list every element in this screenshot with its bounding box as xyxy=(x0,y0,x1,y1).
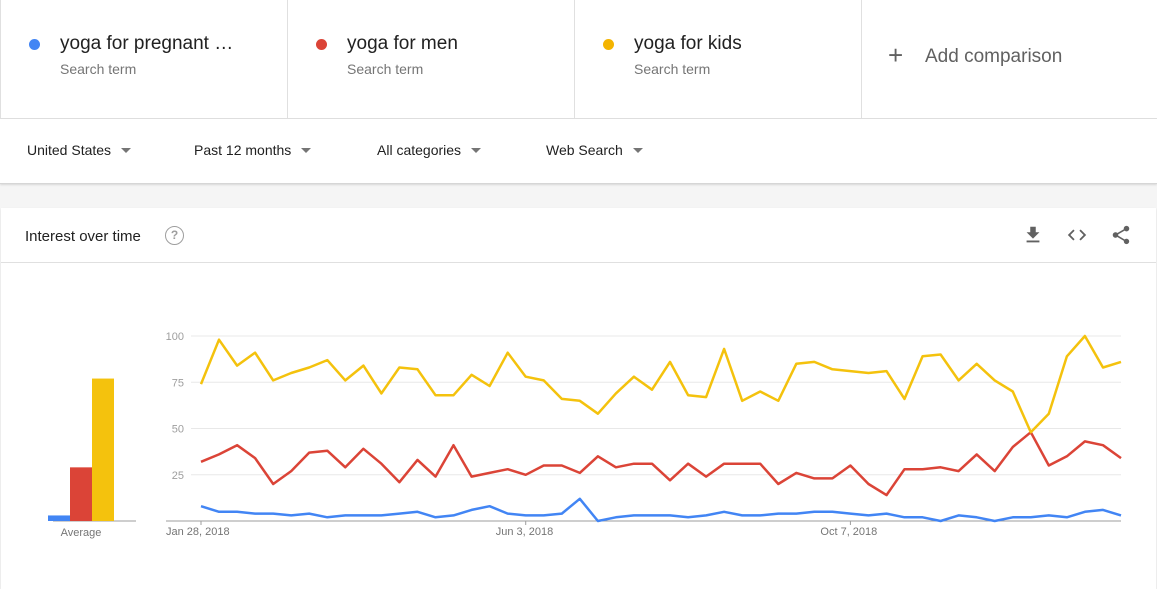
add-comparison-label: Add comparison xyxy=(925,46,1063,67)
interest-over-time-card: Interest over time ? Average 100 75 50 25 J… xyxy=(1,208,1156,589)
caret-down-icon xyxy=(632,147,643,153)
term-type-label: Search term xyxy=(347,61,424,77)
download-icon[interactable] xyxy=(1022,224,1044,246)
plus-icon: + xyxy=(888,40,904,70)
caret-down-icon xyxy=(121,147,132,153)
term-name: yoga for pregnant … xyxy=(60,33,234,54)
y-tick-label: 50 xyxy=(172,424,184,436)
y-axis-ticks: 100 75 50 25 xyxy=(166,331,184,482)
series-line xyxy=(199,334,1122,434)
card-header: Interest over time ? xyxy=(1,208,1156,263)
x-tick-label: Jun 3, 2018 xyxy=(496,526,554,538)
caret-down-icon xyxy=(301,147,312,153)
term-card-pregnant[interactable]: yoga for pregnant … Search term xyxy=(0,0,288,119)
y-tick-label: 75 xyxy=(172,377,184,389)
region-dropdown[interactable]: United States xyxy=(27,142,132,158)
interest-over-time-chart: Average 100 75 50 25 Jan 28, 2018 Jun 3, 201… xyxy=(48,331,1122,539)
embed-code-icon[interactable] xyxy=(1066,224,1088,246)
x-tick-label: Oct 7, 2018 xyxy=(820,526,877,538)
term-color-dot xyxy=(316,39,327,50)
category-dropdown[interactable]: All categories xyxy=(377,142,482,158)
filter-bar: United States Past 12 months All categor… xyxy=(0,119,1157,184)
series-line xyxy=(200,497,1122,523)
average-bar xyxy=(48,515,70,521)
x-tick-label: Jan 28, 2018 xyxy=(166,526,230,538)
term-type-label: Search term xyxy=(60,61,137,77)
average-label: Average xyxy=(61,527,102,539)
term-color-dot xyxy=(29,39,40,50)
term-color-dot xyxy=(603,39,614,50)
series-line xyxy=(200,430,1122,497)
term-name: yoga for men xyxy=(347,33,458,54)
average-bar xyxy=(70,467,92,521)
term-name: yoga for kids xyxy=(634,33,742,54)
search-property-label: Web Search xyxy=(546,142,623,158)
x-axis-ticks: Jan 28, 2018 Jun 3, 2018 Oct 7, 2018 xyxy=(166,521,877,538)
caret-down-icon xyxy=(471,147,482,153)
average-bars: Average xyxy=(48,378,136,539)
share-icon[interactable] xyxy=(1110,224,1132,246)
term-type-label: Search term xyxy=(634,61,711,77)
card-title: Interest over time xyxy=(25,228,141,245)
term-card-kids[interactable]: yoga for kids Search term xyxy=(574,0,862,119)
region-label: United States xyxy=(27,142,112,158)
average-bar xyxy=(92,378,114,521)
term-card-men[interactable]: yoga for men Search term xyxy=(287,0,575,119)
time-period-label: Past 12 months xyxy=(194,142,292,158)
comparison-bar: yoga for pregnant … Search term yoga for… xyxy=(0,0,1157,119)
y-tick-label: 25 xyxy=(172,470,184,482)
help-icon[interactable]: ? xyxy=(165,226,184,245)
chart-series xyxy=(199,334,1122,523)
category-label: All categories xyxy=(377,142,462,158)
y-tick-label: 100 xyxy=(166,331,184,343)
search-property-dropdown[interactable]: Web Search xyxy=(546,142,643,158)
add-comparison-button[interactable]: + Add comparison xyxy=(861,0,1157,119)
time-period-dropdown[interactable]: Past 12 months xyxy=(194,142,312,158)
